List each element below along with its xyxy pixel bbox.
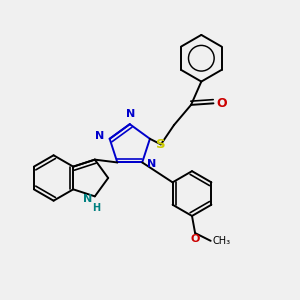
Text: N: N [83,194,92,204]
Text: O: O [190,234,200,244]
Text: N: N [147,159,156,169]
Text: N: N [95,131,104,141]
Text: S: S [156,138,166,151]
Text: H: H [92,203,100,213]
Text: N: N [126,109,135,118]
Text: O: O [216,97,226,110]
Text: CH₃: CH₃ [212,236,231,246]
